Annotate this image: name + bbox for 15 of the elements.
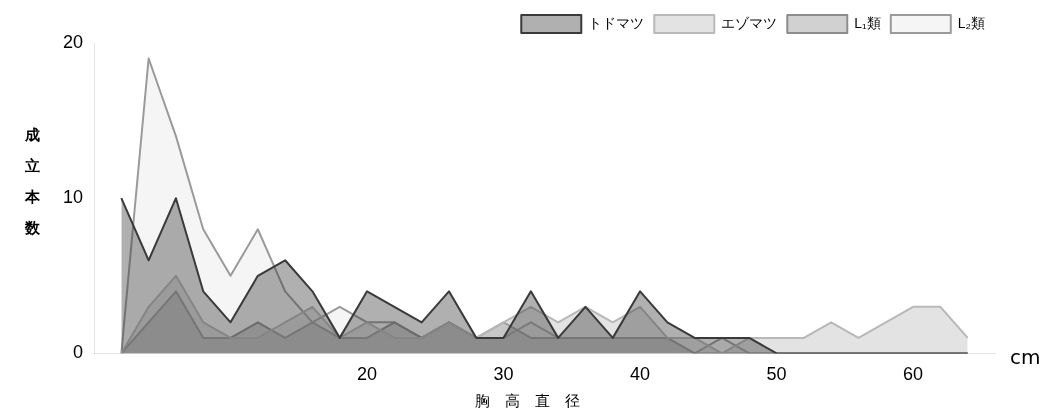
legend-label: エゾマツ xyxy=(721,14,778,31)
x-tick-label: 30 xyxy=(493,364,514,385)
legend-label: L₁類 xyxy=(854,14,881,31)
y-axis-title: 成立本数 xyxy=(23,125,41,239)
x-tick-label: 40 xyxy=(630,364,651,385)
y-tick-label: 20 xyxy=(62,31,84,52)
x-tick-label: 60 xyxy=(903,364,924,385)
x-tick-label: 20 xyxy=(357,364,378,385)
y-tick-label: 0 xyxy=(73,342,84,363)
x-tick-label: 50 xyxy=(766,364,787,385)
text: cm xyxy=(1010,345,1041,369)
legend-label: トドマツ xyxy=(588,14,645,31)
x-axis-title: 胸 高 直 径 xyxy=(474,392,581,411)
y-tick-label: 10 xyxy=(62,187,84,208)
legend-label: L₂類 xyxy=(957,14,986,31)
